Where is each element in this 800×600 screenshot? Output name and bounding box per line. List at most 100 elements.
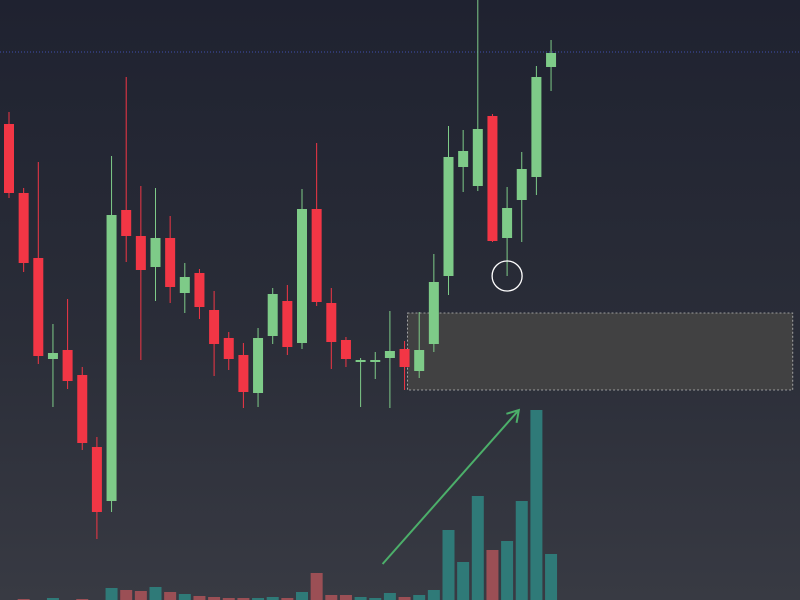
candle-body: [253, 338, 264, 393]
candle: [18, 188, 29, 272]
candle: [267, 288, 278, 344]
candles-layer: [4, 0, 557, 539]
candle: [414, 312, 425, 378]
volume-bar: [296, 592, 308, 600]
volume-bar: [310, 573, 323, 600]
trend-arrow-line: [381, 409, 520, 565]
candle-body: [209, 310, 220, 344]
candle-body: [91, 447, 102, 512]
candle-body: [355, 360, 366, 362]
volume-bar: [471, 496, 484, 600]
volume-bar: [237, 598, 250, 600]
annotations-layer: [381, 260, 523, 565]
volume-bar: [208, 597, 221, 600]
candle: [472, 0, 483, 191]
candle-body: [472, 129, 483, 186]
candle-body: [18, 193, 29, 263]
candle-body: [384, 351, 395, 358]
candle: [4, 112, 14, 198]
candle: [340, 337, 351, 367]
candle: [502, 187, 513, 276]
candle: [62, 299, 73, 389]
candle: [106, 156, 117, 512]
candle: [238, 343, 249, 408]
candle-body: [267, 294, 278, 336]
volume-bar: [164, 592, 177, 600]
candle-body: [62, 350, 73, 381]
volume-bar: [427, 590, 440, 600]
volume-bar: [325, 595, 338, 600]
volume-bar: [354, 597, 367, 600]
candle-body: [47, 353, 58, 359]
volume-bar: [105, 588, 118, 600]
candle: [428, 254, 439, 352]
candle: [91, 437, 102, 539]
candle-body: [428, 282, 439, 344]
candle: [209, 291, 220, 376]
candle-body: [223, 338, 234, 359]
candle-body: [546, 53, 557, 67]
candle: [355, 358, 366, 407]
candle: [326, 288, 337, 369]
candle-body: [150, 238, 161, 267]
candle-body: [77, 375, 88, 443]
volume-bar: [46, 598, 59, 600]
volume-bar: [398, 597, 411, 600]
candle-body: [282, 301, 293, 347]
candle: [399, 341, 410, 390]
volume-bar: [486, 550, 499, 600]
candle-body: [297, 209, 307, 343]
candle: [443, 126, 454, 295]
candle-body: [502, 208, 513, 238]
candle-body: [487, 116, 498, 241]
candle-body: [4, 124, 14, 193]
volume-bar: [120, 590, 133, 600]
highlight-zone-layer: [407, 312, 794, 391]
volume-bar: [383, 593, 396, 600]
candle: [33, 162, 44, 364]
volume-layer: [17, 410, 558, 600]
candle-body: [399, 349, 410, 367]
candle: [516, 152, 527, 242]
candle: [194, 269, 205, 319]
candle-body: [443, 157, 454, 276]
volume-bar: [193, 596, 206, 600]
candle: [282, 285, 293, 355]
candle: [297, 189, 307, 349]
candle-body: [194, 273, 205, 307]
candle: [121, 77, 132, 262]
candle: [487, 114, 498, 242]
volume-bar: [515, 501, 528, 600]
volume-bar: [178, 594, 191, 600]
volume-bar: [413, 595, 426, 600]
candle-body: [33, 258, 44, 356]
candle: [223, 332, 234, 370]
candle-body: [370, 360, 381, 362]
candle: [77, 367, 88, 450]
candle-body: [311, 209, 322, 302]
candle-body: [106, 215, 117, 501]
volume-bar: [369, 598, 382, 600]
candle-body: [179, 277, 190, 293]
volume-bar: [339, 595, 352, 600]
candle: [458, 130, 469, 192]
candle-body: [531, 77, 542, 177]
volume-bar: [442, 530, 455, 600]
circle-marker: [491, 260, 523, 292]
candle: [311, 143, 322, 306]
volume-bar: [530, 410, 543, 600]
candle-body: [135, 236, 146, 270]
volume-bar: [501, 541, 514, 600]
candle: [135, 186, 146, 360]
candle: [150, 188, 161, 301]
candle: [165, 216, 176, 303]
volume-bar: [149, 587, 162, 600]
volume-bar: [545, 554, 558, 600]
volume-bar: [281, 598, 294, 600]
candle-body: [326, 303, 337, 342]
candle: [253, 328, 264, 407]
volume-bar: [252, 598, 265, 600]
candle-body: [340, 340, 351, 359]
